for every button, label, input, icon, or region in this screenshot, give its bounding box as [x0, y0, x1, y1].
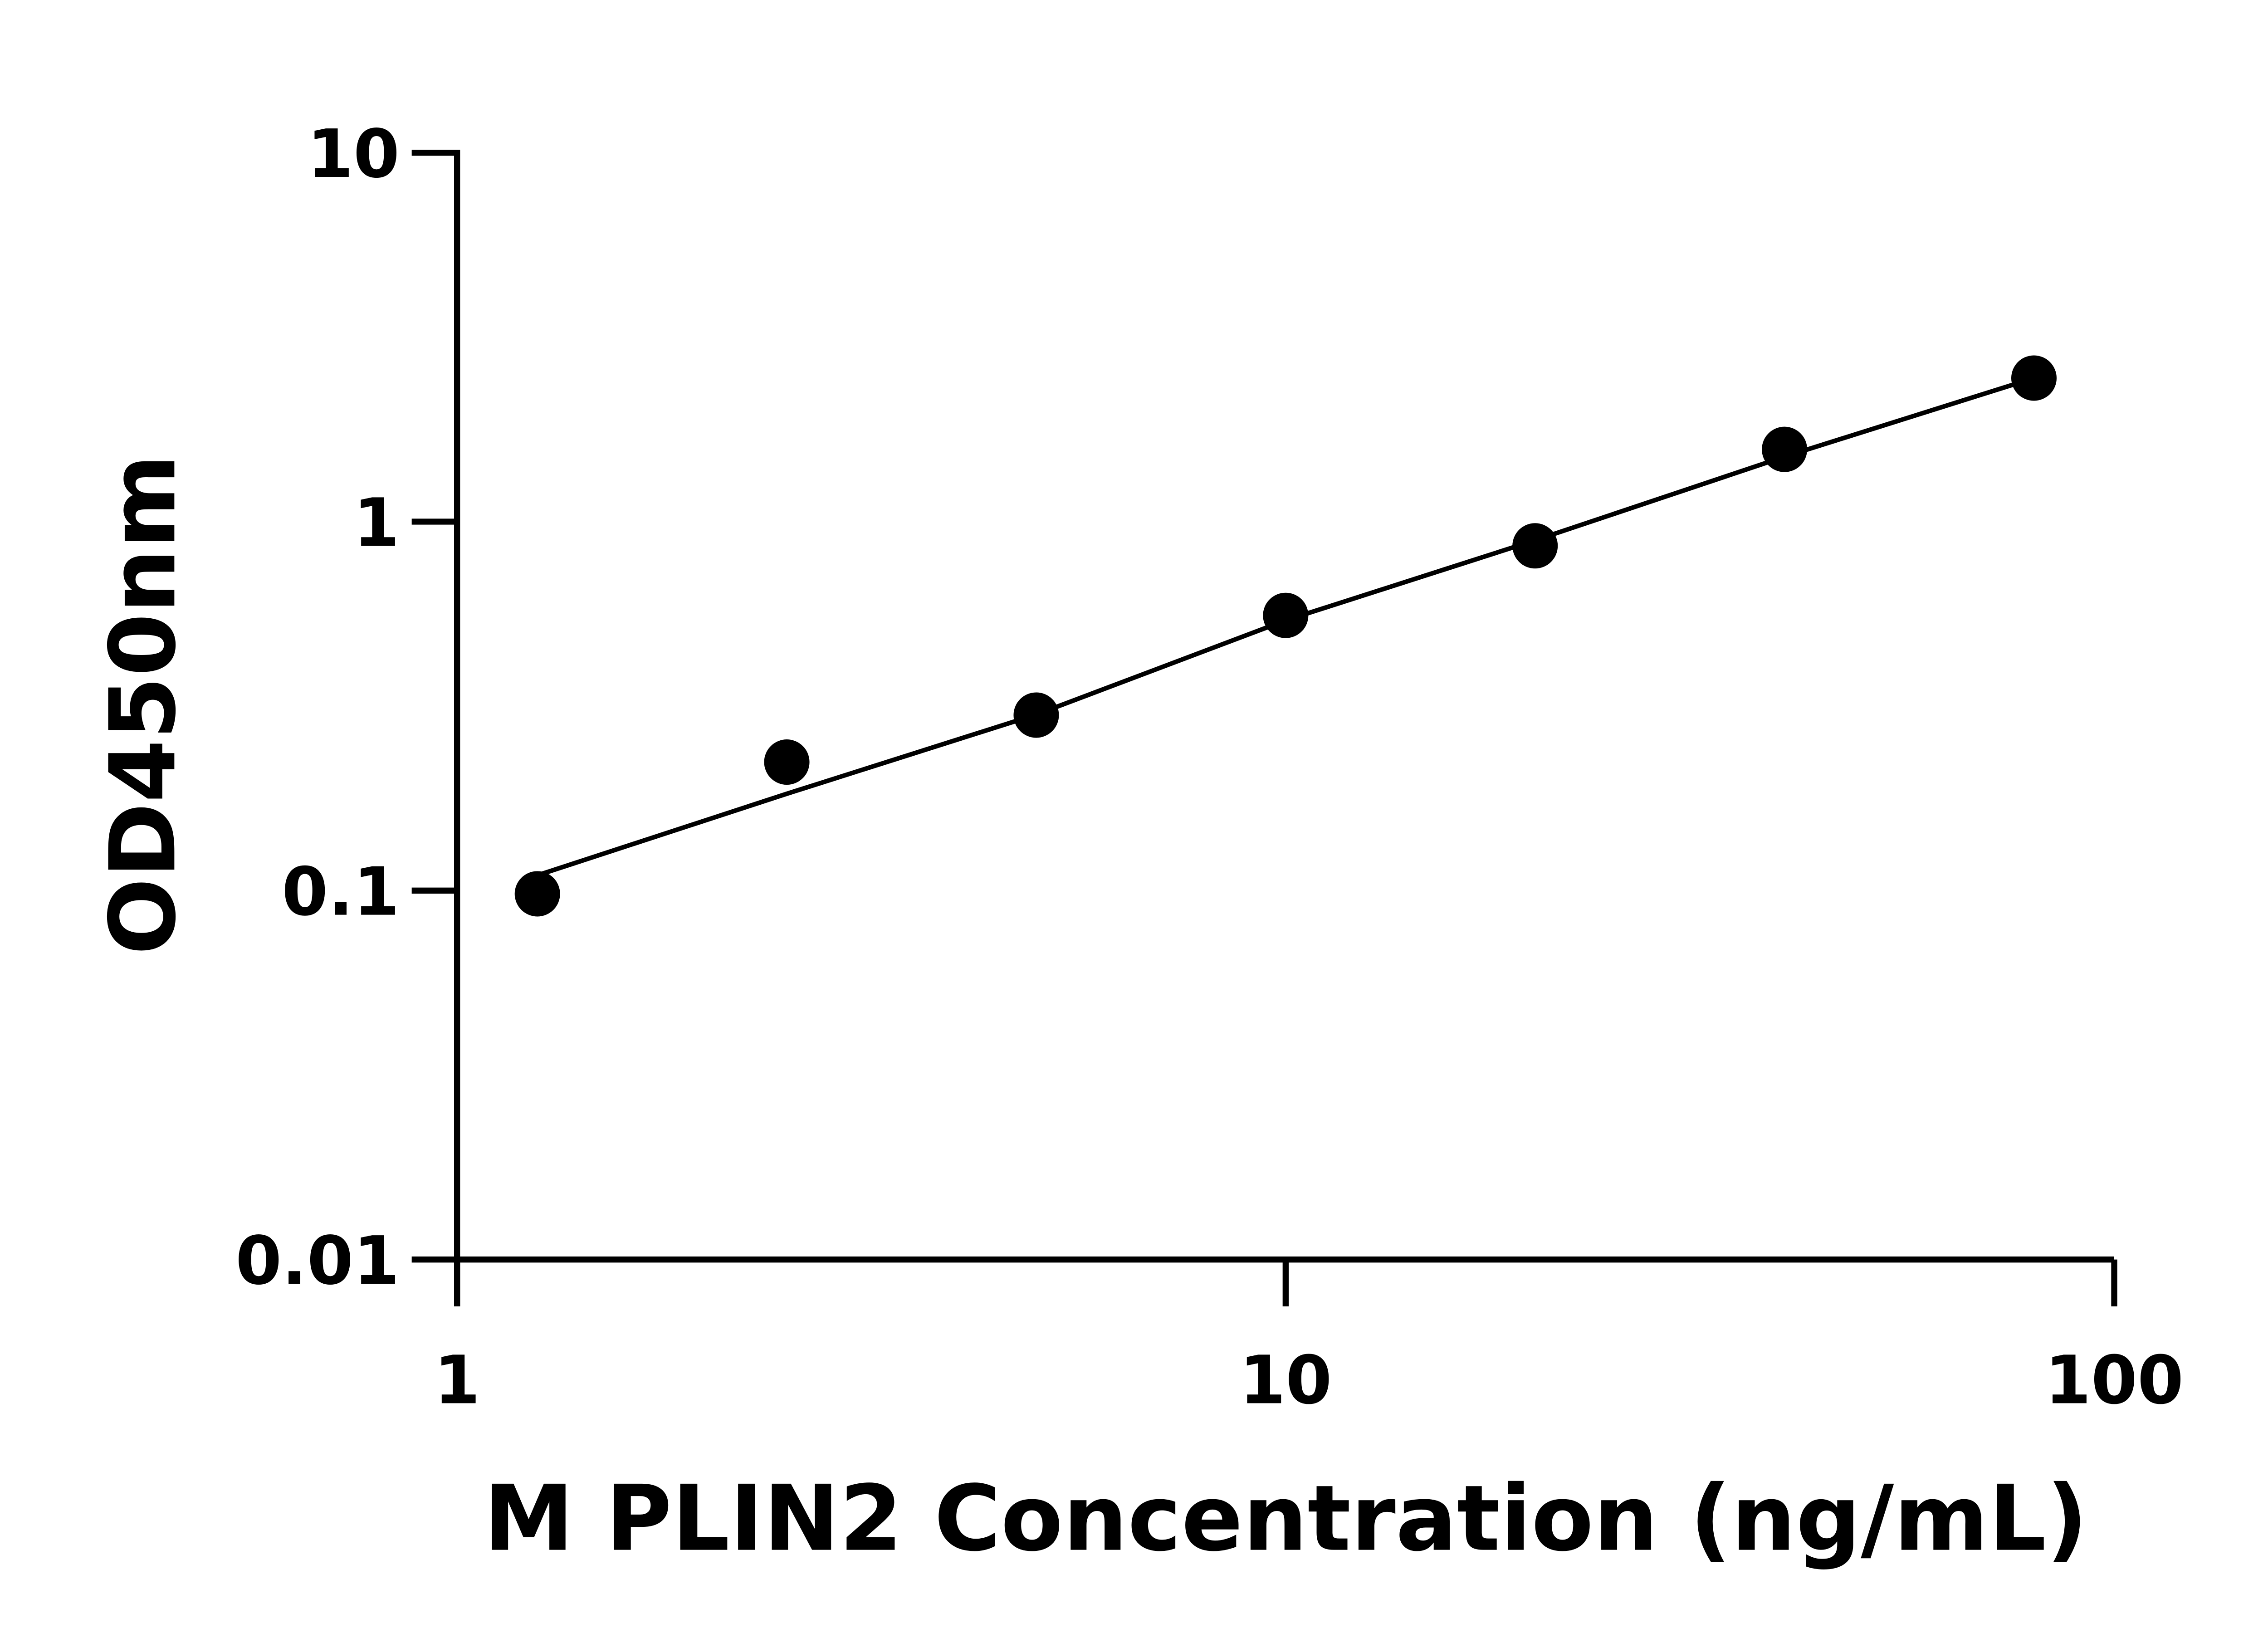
fit-line — [537, 376, 2035, 878]
y-tick-label: 0.1 — [282, 853, 400, 931]
y-tick-label: 1 — [353, 484, 400, 562]
x-axis-title: M PLIN2 Concentration (ng/mL) — [484, 1466, 2087, 1572]
x-tick-label: 10 — [1239, 1341, 1332, 1419]
data-point — [514, 871, 560, 917]
y-axis-title: OD450nm — [90, 454, 196, 955]
y-tick-label: 10 — [307, 115, 400, 193]
y-tick-label: 0.01 — [235, 1222, 400, 1300]
x-tick-label: 100 — [2045, 1341, 2184, 1419]
x-tick-label: 1 — [434, 1341, 480, 1419]
data-point — [764, 739, 810, 785]
